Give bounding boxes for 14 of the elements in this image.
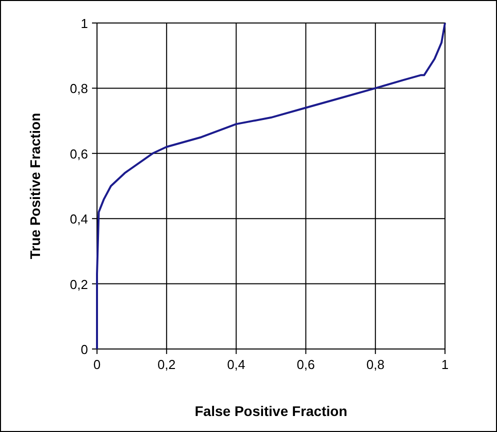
x-axis-title: False Positive Fraction xyxy=(194,403,348,419)
x-tick-label: 0,2 xyxy=(158,357,176,372)
x-tick-label: 1 xyxy=(441,357,449,372)
x-tick-label: 0 xyxy=(93,357,101,372)
x-tick-label: 0,6 xyxy=(296,357,315,372)
y-tick-label: 1 xyxy=(80,16,88,31)
y-tick-label: 0,2 xyxy=(70,276,88,292)
x-tick-label: 0,8 xyxy=(366,357,384,372)
x-tick-label: 0,4 xyxy=(227,357,246,372)
y-axis-title: True Positive Fraction xyxy=(27,112,43,260)
y-tick-label: 0,6 xyxy=(70,146,88,162)
y-tick-label: 0 xyxy=(80,342,88,357)
y-tick-label: 0,4 xyxy=(70,212,88,227)
y-tick-label: 0,8 xyxy=(70,81,88,96)
